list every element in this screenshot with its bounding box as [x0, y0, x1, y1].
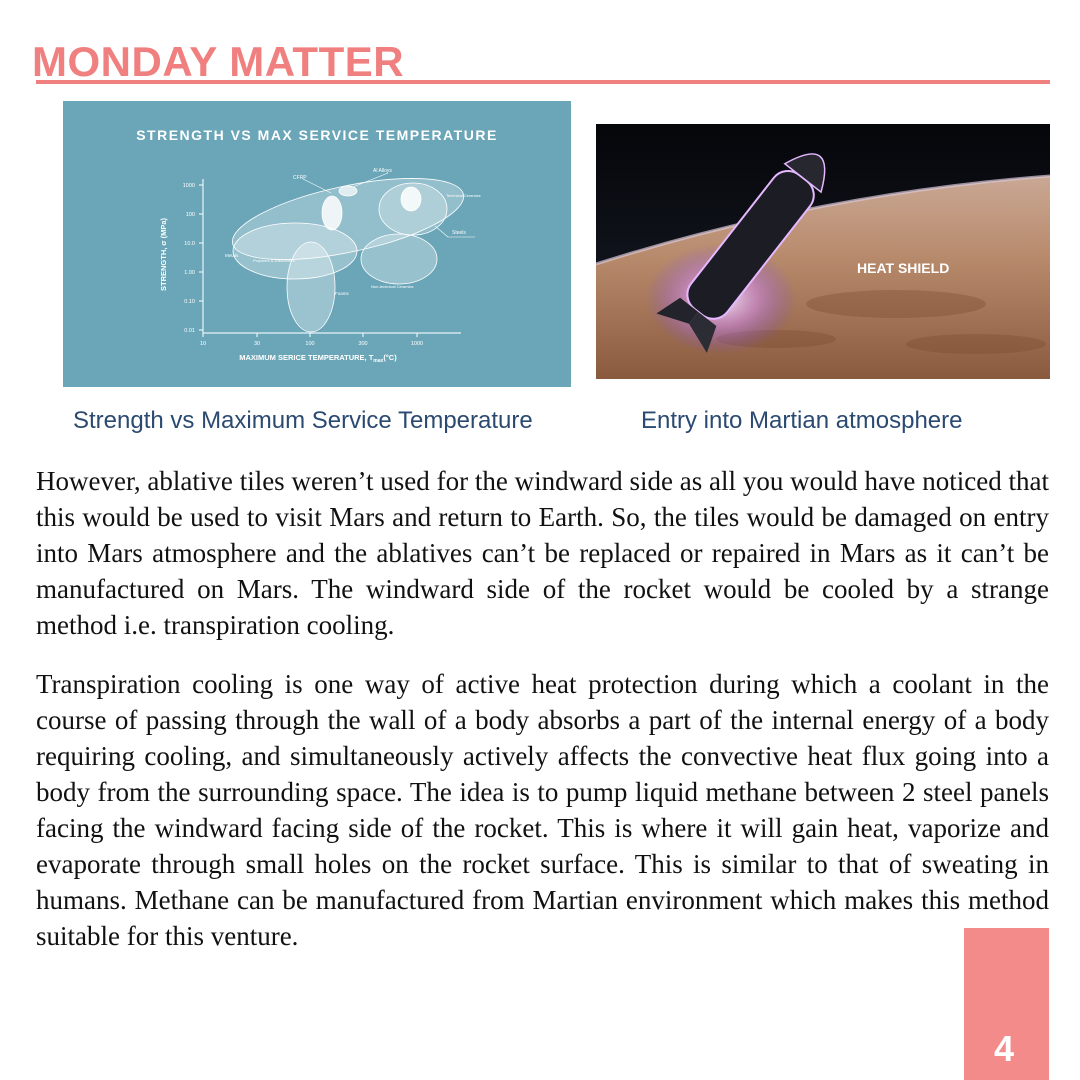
- page-title: MONDAY MATTER: [32, 38, 405, 85]
- x-axis-label: MAXIMUM SERICE TEMPERATURE, Tmax(°C): [239, 353, 397, 364]
- y-tick-label: 1.00: [184, 270, 195, 276]
- figure-caption-right: Entry into Martian atmosphere: [641, 407, 963, 434]
- y-tick-label: 100: [186, 212, 195, 218]
- header-divider: [36, 80, 1050, 84]
- y-tick-label: 0.10: [184, 299, 195, 305]
- y-tick-label: 1000: [183, 183, 195, 189]
- y-tick-label: 0.01: [184, 328, 195, 334]
- al-alloys-small-region: [338, 185, 358, 197]
- metals-label: Metals: [225, 253, 239, 258]
- steels-label: Steels: [452, 230, 466, 236]
- mars-entry-image: HEAT SHIELD: [596, 124, 1050, 379]
- page-number: 4: [993, 1028, 1015, 1069]
- chart-title: STRENGTH VS MAX SERVICE TEMPERATURE: [136, 127, 498, 143]
- foams-label: Foams: [335, 291, 350, 296]
- x-tick-label: 1000: [411, 341, 423, 347]
- nontech-ceramics-region: [360, 233, 438, 285]
- strength-temperature-chart: STRENGTH VS MAX SERVICE TEMPERATURE 1000…: [63, 101, 571, 387]
- al-alloys-region: [400, 186, 422, 212]
- cfrp-region: [321, 195, 343, 231]
- page-number-tab: [964, 928, 1049, 1080]
- x-tick-label: 30: [254, 341, 260, 347]
- foams-region: [286, 241, 336, 333]
- nontech-ceramics-label: Non-technical Ceramics: [371, 284, 413, 289]
- y-axis-label: STRENGTH, σ (MPa): [159, 217, 168, 291]
- x-tick-label: 100: [305, 341, 314, 347]
- body-paragraph-1: However, ablative tiles weren’t used for…: [36, 466, 1049, 640]
- y-tick-label: 10.0: [184, 241, 195, 247]
- polymers-region: [232, 222, 358, 280]
- polymers-label: Polymers & Elastomers: [253, 258, 295, 263]
- x-tick-label: 10: [200, 341, 206, 347]
- x-tick-label: 300: [358, 341, 367, 347]
- technical-ceramics-label: Technical Ceramics: [446, 193, 481, 198]
- heat-shield-label: HEAT SHIELD: [857, 260, 949, 276]
- figure-caption-left: Strength vs Maximum Service Temperature: [73, 407, 533, 434]
- al-alloys-label: Al Alloys: [373, 168, 392, 174]
- cfrp-label: CFRP: [293, 175, 307, 181]
- body-paragraph-2: Transpiration cooling is one way of acti…: [36, 669, 1049, 951]
